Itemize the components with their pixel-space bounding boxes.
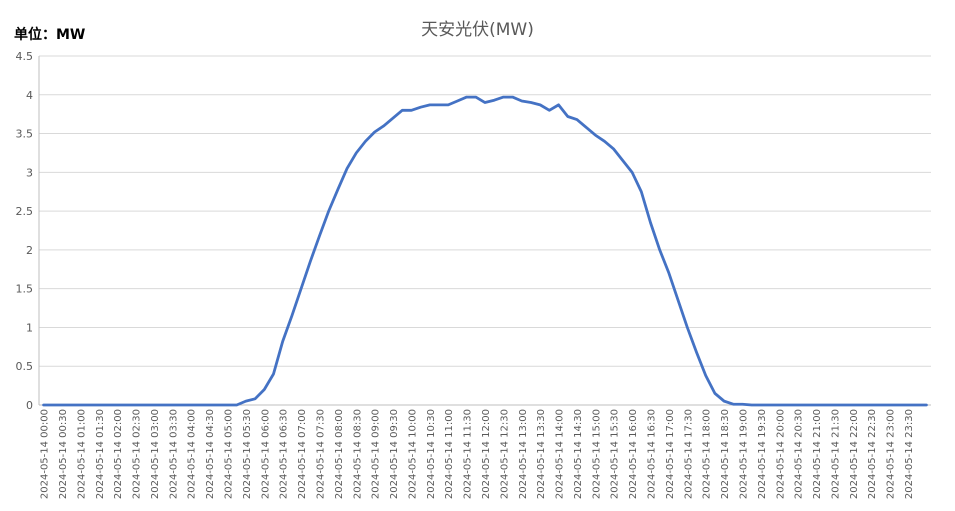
- x-tick-label: 2024-05-14 01:30: [95, 409, 106, 499]
- x-tick-label: 2024-05-14 11:00: [444, 409, 455, 499]
- x-tick-label: 2024-05-14 17:00: [665, 409, 676, 499]
- y-tick-label: 1: [26, 321, 33, 334]
- y-tick-label: 2.5: [16, 205, 34, 218]
- unit-label: 单位：MW: [14, 27, 86, 43]
- x-tick-label: 2024-05-14 18:30: [720, 409, 731, 499]
- x-tick-label: 2024-05-14 03:30: [168, 409, 179, 499]
- x-tick-label: 2024-05-14 11:30: [463, 409, 474, 499]
- x-tick-label: 2024-05-14 05:30: [242, 409, 253, 499]
- x-tick-label: 2024-05-14 08:30: [352, 409, 363, 499]
- x-tick-label: 2024-05-14 22:00: [849, 409, 860, 499]
- x-tick-label: 2024-05-14 01:00: [76, 409, 87, 499]
- x-tick-label: 2024-05-14 18:00: [702, 409, 713, 499]
- x-tick-label: 2024-05-14 09:30: [389, 409, 400, 499]
- x-tick-label: 2024-05-14 12:30: [499, 409, 510, 499]
- x-tick-label: 2024-05-14 21:00: [812, 409, 823, 499]
- x-tick-label: 2024-05-14 20:00: [775, 409, 786, 499]
- x-tick-label: 2024-05-14 19:00: [738, 409, 749, 499]
- x-tick-label: 2024-05-14 00:00: [40, 409, 51, 499]
- x-tick-label: 2024-05-14 09:00: [371, 409, 382, 499]
- chart-title: 天安光伏(MW): [421, 20, 534, 40]
- y-tick-label: 4: [26, 89, 33, 102]
- x-tick-label: 2024-05-14 19:30: [757, 409, 768, 499]
- x-tick-label: 2024-05-14 00:30: [58, 409, 69, 499]
- x-tick-label: 2024-05-14 08:00: [334, 409, 345, 499]
- x-tick-label: 2024-05-14 04:30: [205, 409, 216, 499]
- x-tick-label: 2024-05-14 07:00: [297, 409, 308, 499]
- x-tick-label: 2024-05-14 13:00: [518, 409, 529, 499]
- x-tick-label: 2024-05-14 15:30: [610, 409, 621, 499]
- x-tick-label: 2024-05-14 02:30: [132, 409, 143, 499]
- x-tick-label: 2024-05-14 21:30: [830, 409, 841, 499]
- x-tick-label: 2024-05-14 10:00: [407, 409, 418, 499]
- x-tick-label: 2024-05-14 17:30: [683, 409, 694, 499]
- x-tick-label: 2024-05-14 20:30: [794, 409, 805, 499]
- x-tick-label: 2024-05-14 06:00: [260, 409, 271, 499]
- x-tick-label: 2024-05-14 10:30: [426, 409, 437, 499]
- x-tick-label: 2024-05-14 15:00: [591, 409, 602, 499]
- x-tick-label: 2024-05-14 05:00: [224, 409, 235, 499]
- x-tick-label: 2024-05-14 14:00: [555, 409, 566, 499]
- x-tick-label: 2024-05-14 23:30: [904, 409, 915, 499]
- y-tick-label: 3: [26, 166, 33, 179]
- x-tick-label: 2024-05-14 16:30: [647, 409, 658, 499]
- x-tick-label: 2024-05-14 23:00: [886, 409, 897, 499]
- x-tick-label: 2024-05-14 22:30: [867, 409, 878, 499]
- y-tick-label: 1.5: [16, 283, 34, 296]
- x-tick-label: 2024-05-14 16:00: [628, 409, 639, 499]
- x-tick-label: 2024-05-14 07:30: [315, 409, 326, 499]
- y-tick-label: 0.5: [16, 360, 34, 373]
- x-tick-label: 2024-05-14 13:30: [536, 409, 547, 499]
- x-tick-label: 2024-05-14 14:30: [573, 409, 584, 499]
- y-tick-label: 0: [26, 399, 33, 412]
- x-tick-label: 2024-05-14 12:00: [481, 409, 492, 499]
- x-tick-label: 2024-05-14 02:00: [113, 409, 124, 499]
- x-tick-label: 2024-05-14 03:00: [150, 409, 161, 499]
- x-tick-label: 2024-05-14 04:00: [187, 409, 198, 499]
- x-tick-label: 2024-05-14 06:30: [279, 409, 290, 499]
- y-tick-label: 2: [26, 244, 33, 257]
- series-line: [42, 95, 928, 407]
- y-tick-label: 4.5: [16, 50, 34, 63]
- y-tick-label: 3.5: [16, 128, 34, 141]
